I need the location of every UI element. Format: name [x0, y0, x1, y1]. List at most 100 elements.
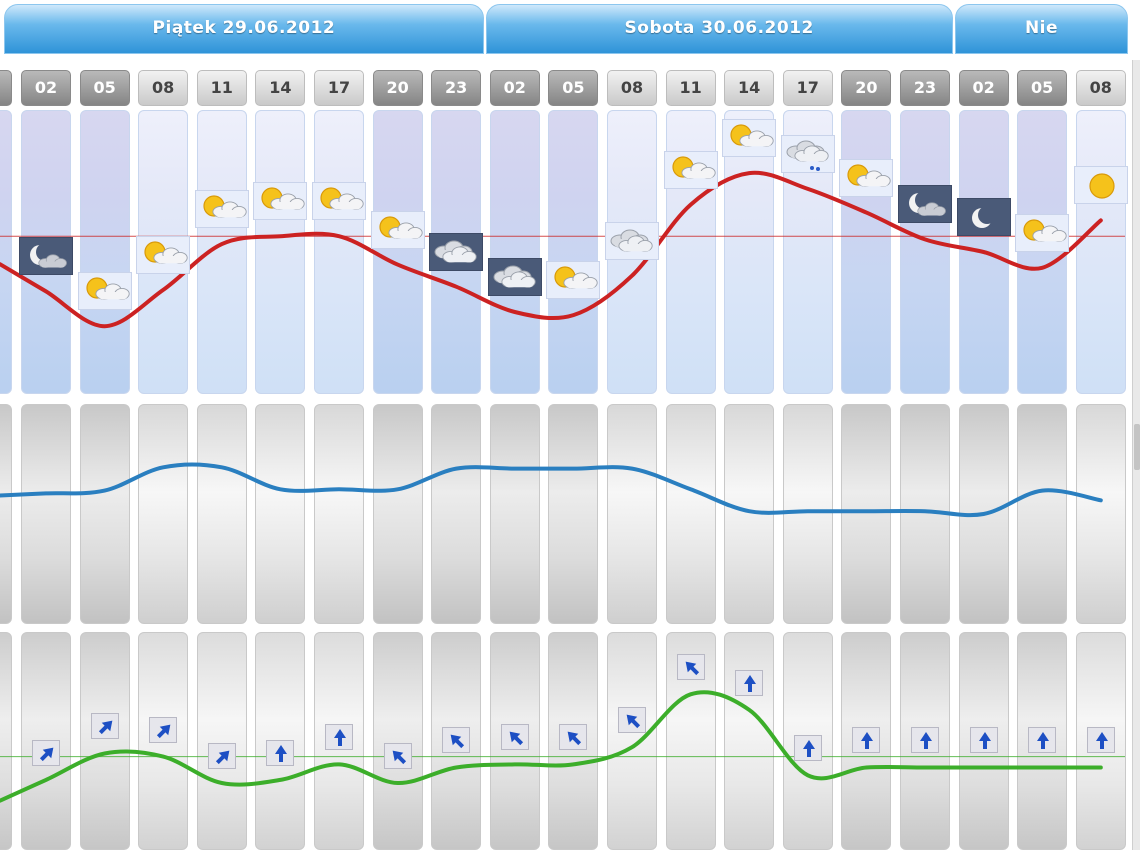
hour-label: 14: [724, 70, 775, 106]
hour-label: 05: [79, 70, 130, 106]
temperature-column: [255, 110, 306, 394]
wind-arrow-icon: [149, 716, 178, 743]
wind-arrow-icon: [500, 724, 529, 751]
sun-cloud-icon: [663, 150, 718, 189]
wind-column: [724, 632, 775, 850]
wind-column: [79, 632, 130, 850]
temperature-column: [79, 110, 130, 394]
wind-column: [196, 632, 247, 850]
wind-column: [372, 632, 423, 850]
pressure-column: [372, 404, 423, 624]
wind-arrow-icon: [266, 739, 295, 766]
sun-cloud-icon: [194, 190, 249, 229]
hour-label: 23: [431, 70, 482, 106]
hour-label: 14: [255, 70, 306, 106]
pressure-column: [782, 404, 833, 624]
sun-cloud-icon: [312, 182, 366, 221]
pressure-column: [314, 404, 364, 624]
wind-arrow-icon: [852, 727, 881, 754]
sun-cloud-icon: [1015, 213, 1070, 252]
hour-label: 20: [372, 70, 423, 106]
rain-cloud-icon: [780, 134, 835, 173]
partial-column: [0, 110, 12, 394]
moon-cloud-icon: [898, 185, 952, 224]
hour-label: 08: [138, 70, 189, 106]
wind-arrow-icon: [1028, 727, 1057, 754]
hour-label: 02: [21, 70, 71, 106]
temperature-column: [724, 110, 775, 394]
temperature-column: [196, 110, 247, 394]
wind-column: [1017, 632, 1068, 850]
hour-label: 23: [900, 70, 950, 106]
sun-cloud-icon: [253, 182, 308, 221]
sun-icon: [1073, 166, 1128, 205]
day-tab-label: Piątek 29.06.2012: [152, 18, 336, 38]
sun-cloud-icon: [546, 261, 601, 300]
wind-arrow-icon: [383, 743, 412, 770]
temperature-column: [841, 110, 892, 394]
cloudy-icon: [487, 257, 542, 296]
temperature-column: [548, 110, 599, 394]
hour-label: 05: [548, 70, 599, 106]
pressure-column: [21, 404, 71, 624]
hour-label: 17: [782, 70, 833, 106]
day-tab-label: Nie: [1024, 18, 1059, 38]
day-tab[interactable]: Piątek 29.06.2012: [4, 4, 484, 54]
wind-arrow-icon: [793, 735, 822, 762]
temperature-column: [900, 110, 950, 394]
hour-label: 20: [841, 70, 892, 106]
cloudy-icon: [429, 232, 484, 271]
partial-column: [0, 70, 12, 106]
temperature-column: [314, 110, 364, 394]
wind-column: [607, 632, 657, 850]
wind-arrow-icon: [676, 654, 705, 681]
hour-label: 11: [665, 70, 716, 106]
wind-column: [841, 632, 892, 850]
pressure-column: [1075, 404, 1126, 624]
temperature-column: [372, 110, 423, 394]
wind-arrow-icon: [207, 743, 236, 770]
hour-label: 17: [314, 70, 364, 106]
wind-arrow-icon: [735, 669, 764, 696]
pressure-column: [255, 404, 306, 624]
hour-label: 02: [958, 70, 1009, 106]
pressure-column: [489, 404, 540, 624]
pressure-line: [0, 462, 1103, 518]
wind-arrow-icon: [618, 707, 646, 734]
day-tab[interactable]: Sobota 30.06.2012: [485, 4, 953, 54]
temperature-column: [1017, 110, 1068, 394]
sun-cloud-icon: [370, 210, 425, 249]
day-tab-label: Sobota 30.06.2012: [624, 18, 814, 38]
hour-label: 08: [1075, 70, 1126, 106]
sun-cloud-icon: [136, 235, 191, 274]
wind-arrow-icon: [1086, 727, 1115, 754]
hour-label: 02: [489, 70, 540, 106]
moon-cloud-icon: [19, 237, 73, 276]
temperature-column: [1075, 110, 1126, 394]
sun-cloud-icon: [722, 119, 777, 158]
pressure-column: [196, 404, 247, 624]
moon-icon: [956, 198, 1011, 236]
hour-label: 08: [607, 70, 657, 106]
pressure-column: [1017, 404, 1068, 624]
pressure-column: [607, 404, 657, 624]
wind-arrow-icon: [559, 724, 588, 751]
wind-arrow-icon: [90, 713, 119, 740]
pressure-column: [79, 404, 130, 624]
hour-label: 05: [1017, 70, 1068, 106]
wind-line: [0, 690, 1103, 803]
wind-arrow-icon: [32, 739, 60, 766]
wind-arrow-icon: [442, 727, 471, 754]
temperature-column: [489, 110, 540, 394]
pressure-column: [665, 404, 716, 624]
wind-arrow-icon: [325, 724, 353, 751]
scrollbar-thumb[interactable]: [1134, 424, 1140, 470]
temperature-line: [0, 170, 1103, 329]
day-tab[interactable]: Nie: [954, 4, 1129, 54]
cloudy-icon: [605, 221, 659, 260]
sun-cloud-icon: [77, 272, 132, 311]
partial-column: [0, 404, 12, 624]
sun-cloud-icon: [839, 158, 894, 197]
